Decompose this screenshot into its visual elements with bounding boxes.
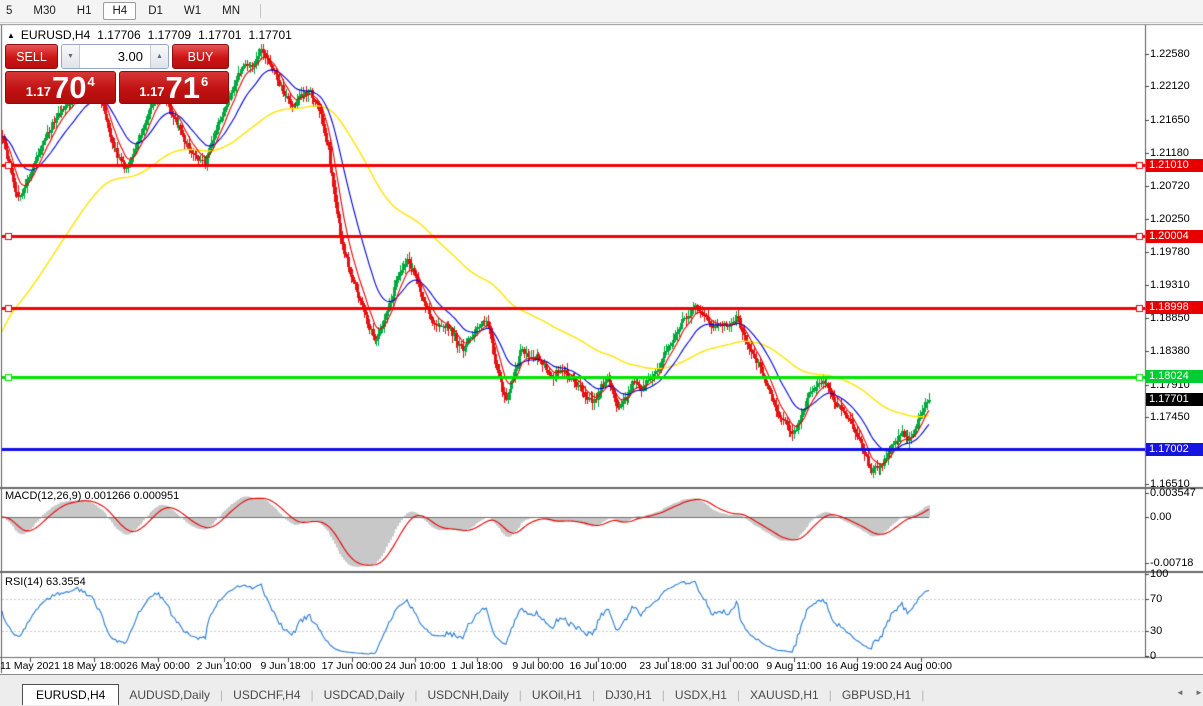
- timeframe-button-5[interactable]: 5: [6, 5, 13, 17]
- sell-price-prefix: 1.17: [25, 84, 52, 99]
- hline-price-badge: 1.18024: [1146, 370, 1203, 384]
- macd-axis-tick: -0.00718: [1150, 557, 1194, 569]
- price-tick: 1.19310: [1150, 279, 1190, 292]
- chart-tabs: EURUSD,H4 AUDUSD,Daily | USDCHF,H4 | USDCAD,D…: [0, 684, 924, 705]
- price-tick: 1.18850: [1150, 312, 1190, 325]
- time-label: 2 Jun 10:00: [196, 660, 252, 672]
- price-tick: 1.17450: [1150, 411, 1190, 424]
- sell-button[interactable]: SELL: [5, 44, 58, 69]
- tab-item-gbpusd[interactable]: GBPUSD,H1: [841, 688, 912, 702]
- time-label: 9 Jul 00:00: [512, 660, 564, 672]
- tab-item-usdx[interactable]: USDX,H1: [674, 688, 727, 702]
- tab-divider: |: [921, 688, 925, 702]
- price-tick: 1.20250: [1150, 212, 1190, 225]
- tab-item-eurusd[interactable]: EURUSD,H4: [22, 684, 120, 705]
- ohlc-low: 1.17701: [198, 28, 242, 42]
- time-label: 24 Aug 00:00: [890, 660, 952, 672]
- time-label: 9 Aug 11:00: [766, 660, 822, 672]
- chart-symbol-title: EURUSD,H4: [20, 28, 91, 42]
- tab-divider: |: [310, 688, 314, 702]
- buy-price-big: 71: [165, 69, 201, 105]
- tab-divider: |: [518, 688, 522, 702]
- volume-input[interactable]: 3.00: [117, 49, 143, 64]
- buy-price-pip: 6: [201, 74, 209, 89]
- tab-item-usdchf[interactable]: USDCHF,H4: [233, 688, 301, 702]
- current-price-badge: 1.17701: [1146, 393, 1203, 406]
- price-tick: 1.21180: [1150, 146, 1189, 159]
- tabs-scroll-left-icon[interactable]: ◄: [1176, 688, 1184, 697]
- price-tick: 1.22580: [1150, 47, 1190, 60]
- price-tick: 1.18380: [1150, 345, 1190, 358]
- timeframe-buttons: 5 M30 H1 H4 D1 W1 MN: [0, 2, 252, 20]
- tab-item-usdcad[interactable]: USDCAD,Daily: [323, 688, 405, 702]
- one-click-trading-panel: SELL ▼ 3.00 ▲ BUY 1.17 70 4 1.17 71 6: [5, 44, 229, 104]
- price-tick: 1.16510: [1150, 477, 1190, 490]
- chart-header: ▲ EURUSD,H4 1.17706 1.17709 1.17701 1.17…: [7, 28, 292, 42]
- buy-price-display[interactable]: 1.17 71 6: [118, 69, 229, 105]
- tab-divider: |: [661, 688, 665, 702]
- timeframe-button-w1[interactable]: W1: [183, 5, 202, 17]
- sell-price-big: 70: [52, 69, 87, 105]
- macd-axis-tick: 0.003547: [1150, 487, 1196, 499]
- tab-item-xauusd[interactable]: XAUUSD,H1: [750, 688, 819, 702]
- time-label: 26 May 00:00: [126, 660, 190, 672]
- tab-item-usdcnh[interactable]: USDCNH,Daily: [427, 688, 509, 702]
- toolbar-separator: [260, 4, 262, 18]
- timeframe-button-h4[interactable]: H4: [103, 2, 137, 20]
- time-label: 16 Aug 19:00: [826, 660, 888, 672]
- volume-decrease-icon[interactable]: ▼: [62, 45, 80, 68]
- volume-stepper: ▼ 3.00 ▲: [61, 44, 169, 69]
- time-label: 23 Jul 18:00: [639, 660, 697, 672]
- rsi-axis-tick: 0: [1150, 650, 1157, 662]
- time-label: 18 May 18:00: [62, 660, 126, 672]
- rsi-axis-tick: 100: [1150, 568, 1169, 580]
- chart-tab-bar: EURUSD,H4 AUDUSD,Daily | USDCHF,H4 | USDCAD,D…: [0, 674, 1203, 706]
- rsi-indicator-label: RSI(14) 63.3554: [5, 576, 86, 588]
- time-label: 9 Jun 18:00: [260, 660, 316, 672]
- tab-divider: |: [828, 688, 832, 702]
- ohlc-close: 1.17701: [248, 28, 292, 42]
- buy-price-prefix: 1.17: [139, 84, 165, 99]
- hline-price-badge: 1.17002: [1146, 442, 1203, 456]
- tab-divider: |: [220, 688, 224, 702]
- price-tick: 1.20720: [1150, 179, 1190, 192]
- time-label: 24 Jun 10:00: [384, 660, 446, 672]
- price-tick: 1.19780: [1150, 246, 1190, 259]
- timeframe-toolbar: 5 M30 H1 H4 D1 W1 MN: [0, 0, 1203, 23]
- time-label: 31 Jul 00:00: [701, 660, 759, 672]
- timeframe-button-h1[interactable]: H1: [76, 5, 92, 17]
- ohlc-high: 1.17709: [147, 28, 192, 42]
- tab-divider: |: [591, 688, 596, 702]
- time-label: 17 Jun 00:00: [321, 660, 383, 672]
- macd-axis-tick: 0.00: [1150, 511, 1172, 523]
- tab-divider: |: [736, 688, 741, 702]
- ohlc-open: 1.17706: [97, 28, 141, 42]
- timeframe-button-mn[interactable]: MN: [222, 5, 241, 17]
- sell-price-pip: 4: [87, 74, 95, 89]
- macd-indicator-label: MACD(12,26,9) 0.001266 0.000951: [5, 490, 180, 502]
- tab-item-audusd[interactable]: AUDUSD,Daily: [129, 688, 211, 702]
- buy-button[interactable]: BUY: [172, 44, 229, 69]
- rsi-axis-tick: 30: [1150, 625, 1163, 638]
- price-tick: 1.22120: [1150, 80, 1190, 93]
- collapse-panel-icon[interactable]: ▲: [7, 30, 15, 40]
- time-label: 16 Jul 10:00: [569, 660, 627, 672]
- tab-item-ukoil[interactable]: UKOil,H1: [531, 688, 582, 702]
- volume-increase-icon[interactable]: ▲: [150, 45, 168, 68]
- hline-price-badge: 1.21010: [1146, 158, 1203, 172]
- tab-divider: |: [414, 688, 418, 702]
- tabs-scroll-right-icon[interactable]: ►: [1195, 688, 1203, 697]
- rsi-axis-tick: 70: [1150, 592, 1163, 605]
- timeframe-button-d1[interactable]: D1: [148, 5, 163, 17]
- time-label: 11 May 2021: [0, 660, 60, 672]
- time-label: 1 Jul 18:00: [451, 660, 503, 672]
- sell-price-display[interactable]: 1.17 70 4: [5, 71, 116, 104]
- hline-price-badge: 1.20004: [1146, 229, 1203, 243]
- tab-item-dj30[interactable]: DJ30,H1: [605, 688, 652, 702]
- price-tick: 1.21650: [1150, 113, 1190, 126]
- hline-price-badge: 1.18998: [1146, 301, 1203, 315]
- timeframe-button-m30[interactable]: M30: [33, 5, 56, 17]
